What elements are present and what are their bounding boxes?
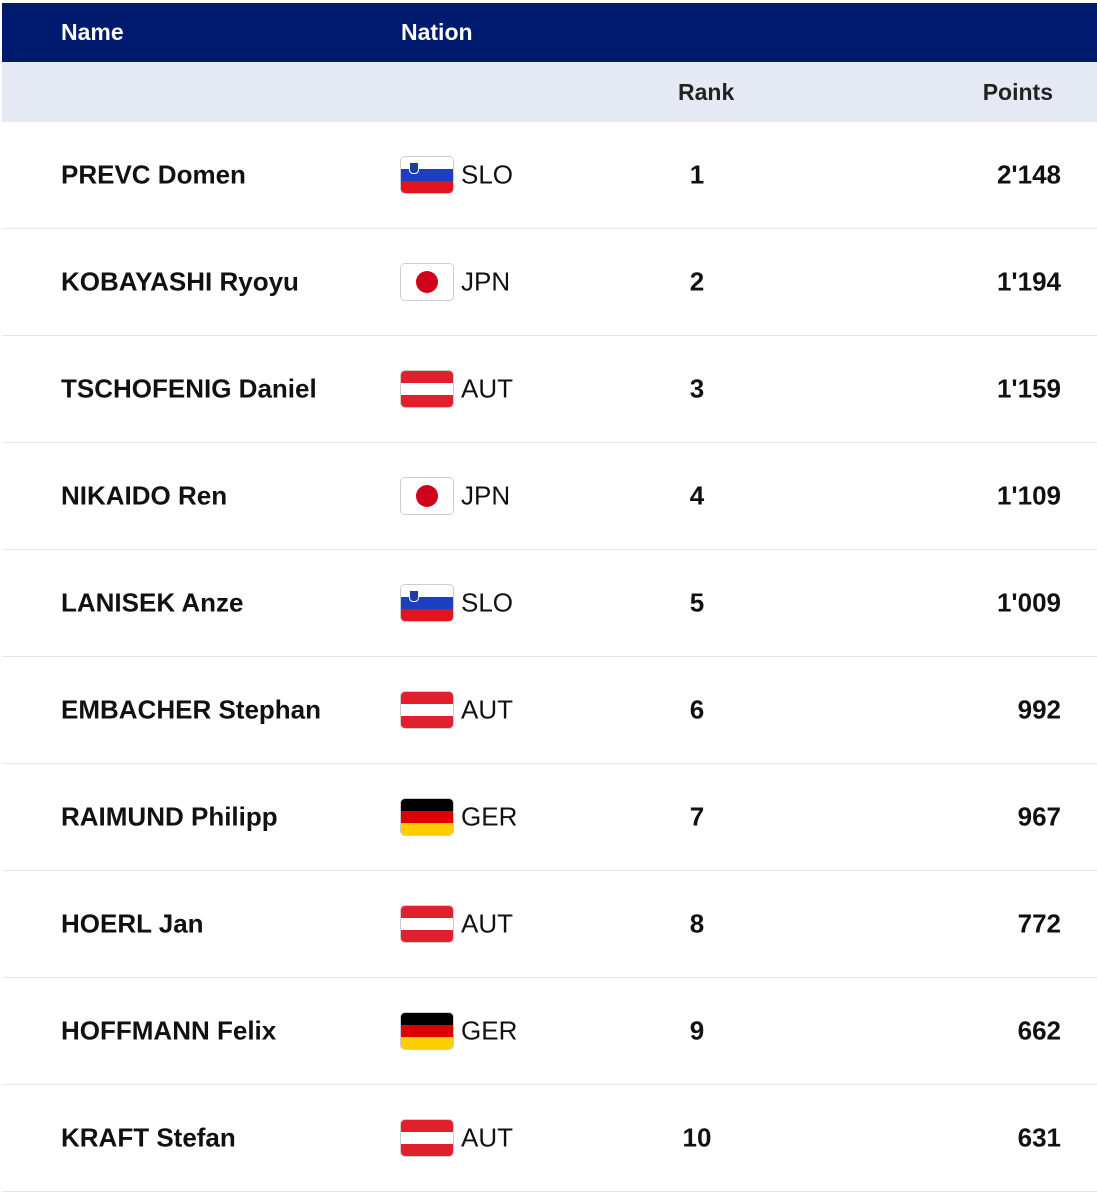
slovenia-flag-icon bbox=[401, 585, 453, 621]
athlete-name[interactable]: PREVC Domen bbox=[61, 159, 246, 190]
table-row[interactable]: PREVC Domen SLO 1 2'148 bbox=[2, 122, 1097, 229]
table-row[interactable]: HOERL Jan AUT 8 772 bbox=[2, 871, 1097, 978]
points-value: 992 bbox=[1017, 694, 1061, 725]
rank-value: 5 bbox=[689, 587, 705, 618]
nation-code: AUT bbox=[461, 694, 513, 725]
athlete-name[interactable]: LANISEK Anze bbox=[61, 587, 244, 618]
athlete-name[interactable]: KOBAYASHI Ryoyu bbox=[61, 266, 299, 297]
column-header-nation[interactable]: Nation bbox=[401, 19, 473, 45]
column-header-rank[interactable]: Rank bbox=[678, 79, 735, 105]
points-value: 1'159 bbox=[996, 373, 1061, 404]
germany-flag-icon bbox=[401, 799, 453, 835]
slovenia-flag-icon bbox=[401, 157, 453, 193]
nation-code: AUT bbox=[461, 1122, 513, 1153]
athlete-name[interactable]: KRAFT Stefan bbox=[61, 1122, 236, 1153]
nation-code: AUT bbox=[461, 908, 513, 939]
nation-code: SLO bbox=[461, 159, 514, 190]
points-value: 772 bbox=[1017, 908, 1061, 939]
japan-flag-icon bbox=[401, 478, 453, 514]
rank-value: 3 bbox=[689, 373, 705, 404]
table-row[interactable]: TSCHOFENIG Daniel AUT 3 1'159 bbox=[2, 336, 1097, 443]
table-body: PREVC Domen SLO 1 2'148 KOBAYASHI Ryoyu JPN 2 1… bbox=[2, 122, 1097, 1192]
rank-value: 8 bbox=[689, 908, 705, 939]
table-row[interactable]: KRAFT Stefan AUT 10 631 bbox=[2, 1085, 1097, 1192]
table-row[interactable]: HOFFMANN Felix GER 9 662 bbox=[2, 978, 1097, 1085]
rank-value: 6 bbox=[689, 694, 705, 725]
austria-flag-icon bbox=[401, 371, 453, 407]
rank-value: 7 bbox=[689, 801, 705, 832]
table-row[interactable]: RAIMUND Philipp GER 7 967 bbox=[2, 764, 1097, 871]
column-header-name[interactable]: Name bbox=[61, 19, 124, 45]
table-row[interactable]: KOBAYASHI Ryoyu JPN 2 1'194 bbox=[2, 229, 1097, 336]
points-value: 967 bbox=[1017, 801, 1061, 832]
austria-flag-icon bbox=[401, 1120, 453, 1156]
points-value: 2'148 bbox=[996, 159, 1061, 190]
athlete-name[interactable]: EMBACHER Stephan bbox=[61, 694, 322, 725]
germany-flag-icon bbox=[401, 1013, 453, 1049]
nation-code: GER bbox=[461, 1015, 518, 1046]
athlete-name[interactable]: HOERL Jan bbox=[61, 908, 204, 939]
athlete-name[interactable]: HOFFMANN Felix bbox=[61, 1015, 277, 1046]
table-row[interactable]: NIKAIDO Ren JPN 4 1'109 bbox=[2, 443, 1097, 550]
nation-code: SLO bbox=[461, 587, 514, 618]
athlete-name[interactable]: TSCHOFENIG Daniel bbox=[61, 373, 317, 404]
rank-value: 4 bbox=[689, 480, 705, 511]
rank-value: 10 bbox=[682, 1122, 712, 1153]
nation-code: JPN bbox=[461, 480, 511, 511]
points-value: 1'194 bbox=[996, 266, 1061, 297]
nation-code: JPN bbox=[461, 266, 511, 297]
table-header: Name Nation bbox=[2, 3, 1097, 62]
austria-flag-icon bbox=[401, 692, 453, 728]
nation-code: GER bbox=[461, 801, 518, 832]
rank-value: 2 bbox=[689, 266, 705, 297]
athlete-name[interactable]: RAIMUND Philipp bbox=[61, 801, 278, 832]
points-value: 1'009 bbox=[996, 587, 1061, 618]
points-value: 1'109 bbox=[996, 480, 1061, 511]
table-row[interactable]: LANISEK Anze SLO 5 1'009 bbox=[2, 550, 1097, 657]
column-header-points[interactable]: Points bbox=[982, 79, 1053, 105]
rank-value: 9 bbox=[689, 1015, 705, 1046]
japan-flag-icon bbox=[401, 264, 453, 300]
athlete-name[interactable]: NIKAIDO Ren bbox=[61, 480, 228, 511]
rank-value: 1 bbox=[689, 159, 705, 190]
table-subheader: Rank Points bbox=[2, 62, 1097, 122]
nation-code: AUT bbox=[461, 373, 513, 404]
table-row[interactable]: EMBACHER Stephan AUT 6 992 bbox=[2, 657, 1097, 764]
points-value: 662 bbox=[1017, 1015, 1061, 1046]
standings-table: Name Nation Rank Points PREVC Domen SLO 1 2… bbox=[2, 3, 1097, 1192]
points-value: 631 bbox=[1017, 1122, 1061, 1153]
austria-flag-icon bbox=[401, 906, 453, 942]
